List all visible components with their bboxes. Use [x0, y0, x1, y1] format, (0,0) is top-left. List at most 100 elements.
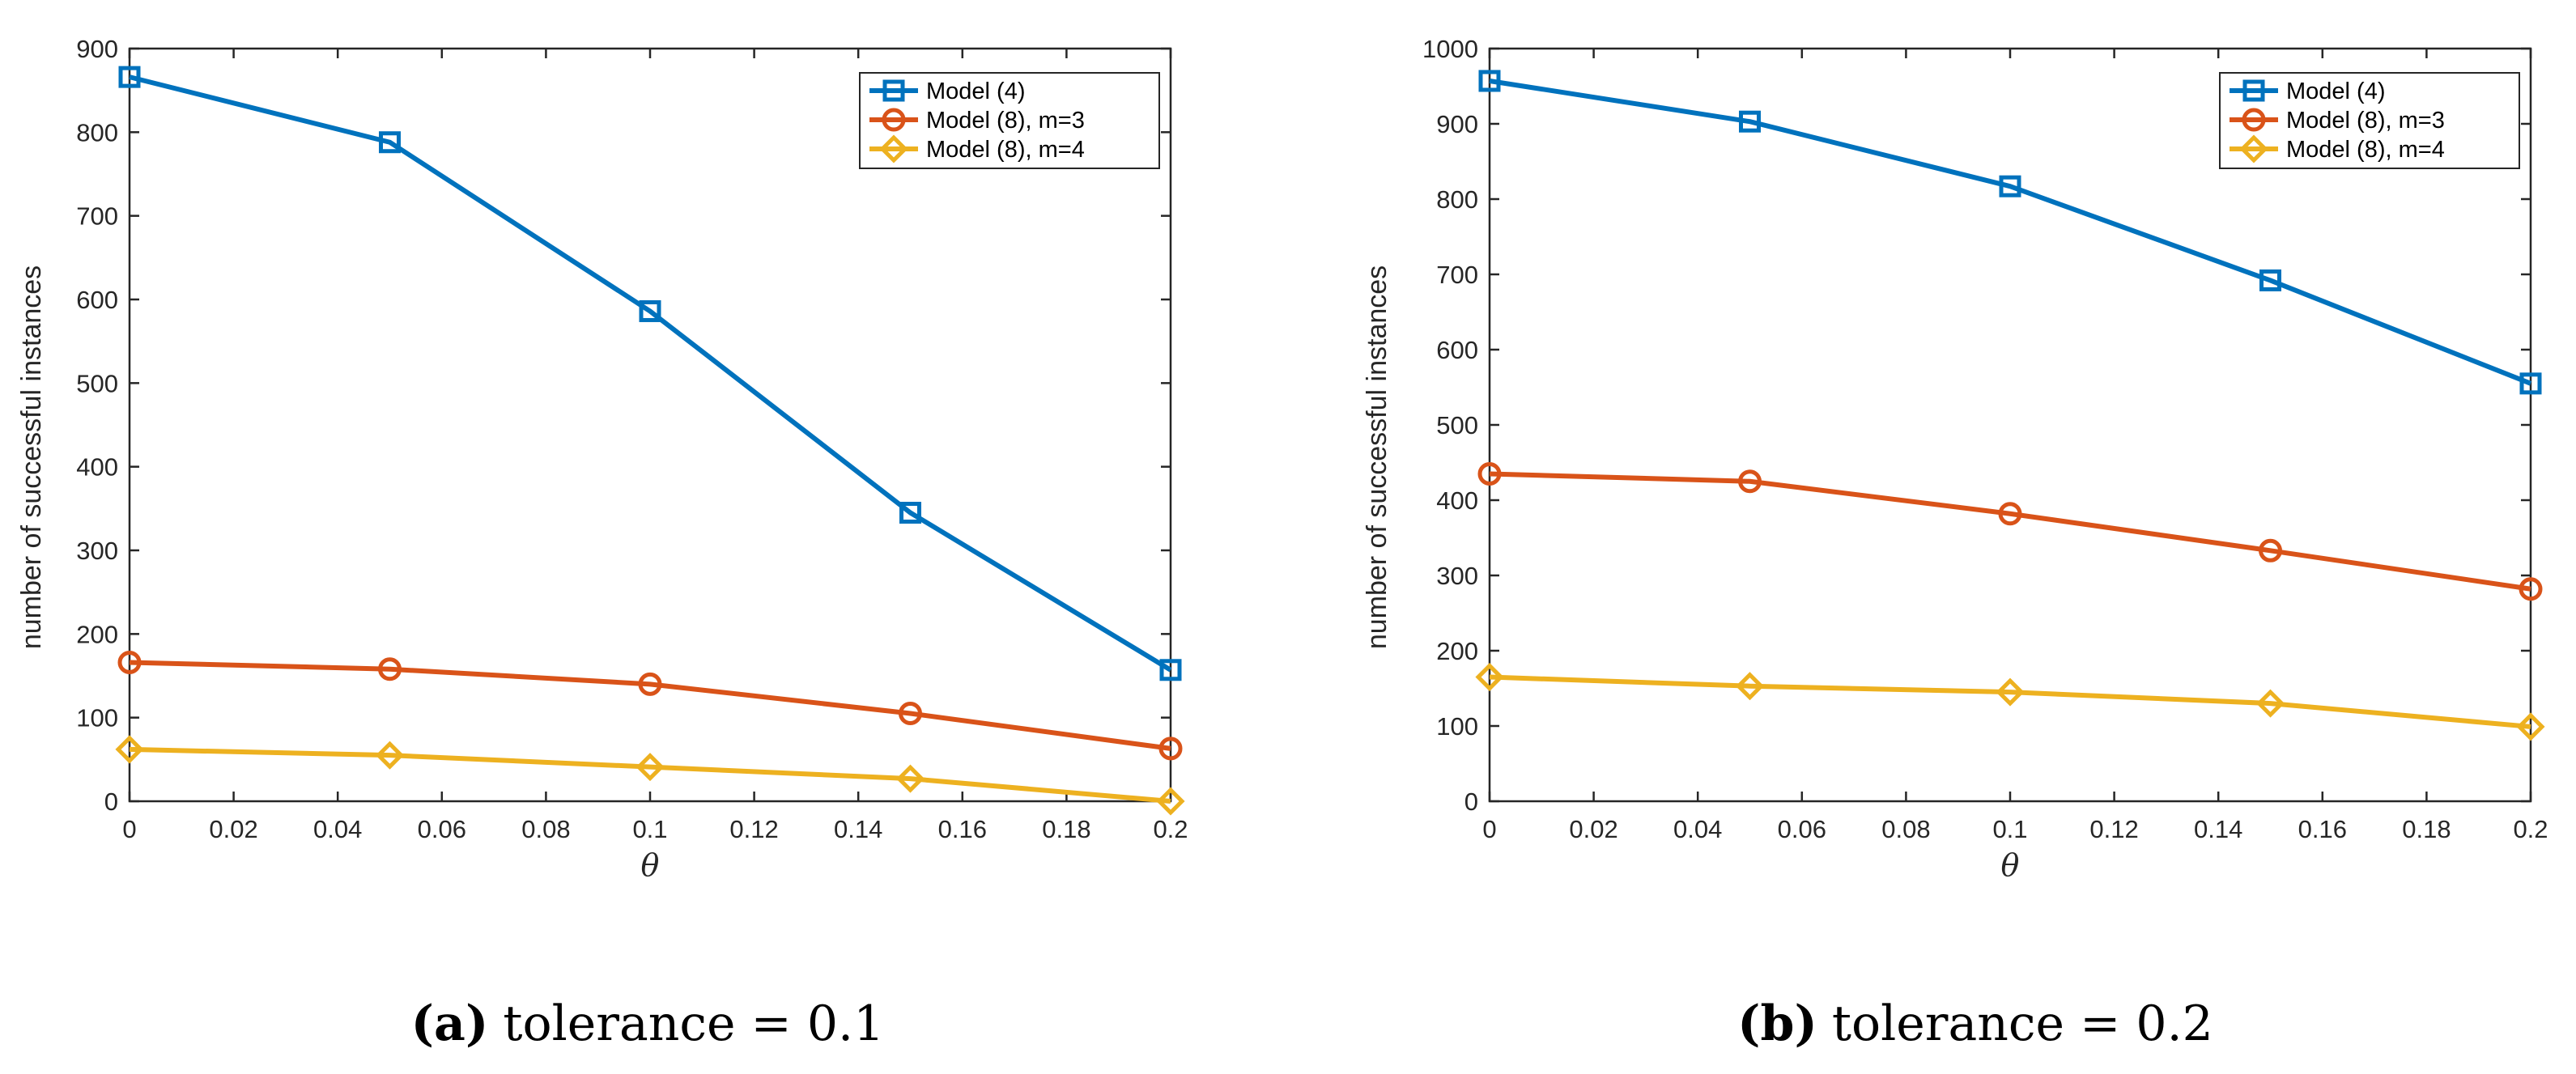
data-point	[635, 753, 665, 782]
x-tick-label: 0.08	[1881, 815, 1930, 843]
y-tick-label: 100	[1436, 712, 1478, 741]
data-point	[2259, 538, 2282, 562]
y-tick-label: 600	[1436, 336, 1478, 364]
y-axis-label: number of successful instances	[1362, 265, 1392, 649]
legend-entry: Model (4)	[926, 79, 1026, 104]
legend-entry: Model (4)	[2286, 79, 2386, 104]
legend-marker	[2242, 79, 2265, 102]
series-1	[1478, 70, 2542, 395]
x-tick-label: 0.2	[1153, 815, 1188, 843]
data-point	[2519, 372, 2542, 395]
data-point	[2259, 269, 2281, 291]
x-tick-label: 0.02	[209, 815, 257, 843]
data-point	[115, 735, 144, 764]
data-point	[899, 702, 922, 725]
x-tick-label: 0.06	[1778, 815, 1826, 843]
caption-text: tolerance = 0.1	[503, 995, 884, 1052]
data-point	[1996, 677, 2025, 707]
series-2	[117, 650, 1183, 761]
x-tick-label: 0.2	[2513, 815, 2548, 843]
y-tick-label: 900	[1436, 110, 1478, 138]
series-line	[1489, 674, 2531, 729]
series-1	[118, 66, 1182, 681]
legend: Model (4) Model (8), m=3 Model (8), m=4	[859, 72, 1160, 169]
y-tick-label: 0	[1464, 787, 1478, 816]
figure-caption: (a) tolerance = 0.1	[411, 995, 885, 1052]
y-tick-label: 400	[1436, 486, 1478, 515]
data-point	[1998, 502, 2022, 526]
y-tick-label: 400	[76, 453, 118, 482]
data-point	[639, 299, 661, 322]
y-tick-label: 1000	[1422, 35, 1478, 63]
legend-marker	[882, 79, 905, 102]
y-tick-label: 500	[1436, 411, 1478, 439]
data-point	[1158, 737, 1183, 761]
data-point	[118, 66, 141, 88]
x-tick-label: 0.04	[1673, 815, 1722, 843]
data-point	[1159, 659, 1182, 681]
data-point	[895, 764, 925, 793]
x-tick-label: 0.12	[2089, 815, 2138, 843]
legend-entry: Model (8), m=4	[2286, 137, 2445, 163]
data-point	[1739, 110, 1761, 133]
legend: Model (4) Model (8), m=3 Model (8), m=4	[2219, 72, 2520, 169]
caption-letter: (a)	[411, 995, 489, 1052]
y-tick-label: 800	[76, 118, 118, 146]
legend-marker	[879, 134, 908, 163]
y-tick-label: 300	[1436, 562, 1478, 590]
y-tick-label: 0	[104, 787, 118, 816]
data-point	[1477, 461, 1502, 486]
y-tick-label: 700	[1436, 261, 1478, 289]
data-point	[2516, 712, 2545, 741]
legend-entry: Model (8), m=4	[926, 137, 1085, 163]
series-line	[1489, 471, 2531, 592]
series-line	[1489, 79, 2532, 386]
x-tick-label: 0	[122, 815, 136, 843]
data-point	[117, 650, 142, 674]
series-line	[129, 746, 1171, 804]
x-axis-label: θ	[641, 847, 660, 883]
x-tick-label: 0.18	[1042, 815, 1090, 843]
y-tick-label: 300	[76, 537, 118, 565]
x-tick-label: 0.04	[313, 815, 362, 843]
x-tick-label: 0.1	[1992, 815, 2027, 843]
data-point	[1999, 175, 2021, 197]
x-tick-label: 0	[1482, 815, 1496, 843]
data-point	[379, 131, 401, 154]
series-3	[115, 735, 1185, 816]
data-point	[2255, 689, 2285, 718]
y-tick-label: 200	[76, 620, 118, 648]
chart-a: 0 0.02 0.04 0.06 0.08 0.1 0.12 0.14 0.16 0.18 0.2 0…	[16, 35, 1188, 1052]
legend-entry: Model (8), m=3	[926, 108, 1085, 134]
x-tick-label: 0.18	[2402, 815, 2451, 843]
series-2	[1477, 461, 2543, 601]
figure-caption: (b) tolerance = 0.2	[1737, 995, 2213, 1052]
legend-entry: Model (8), m=3	[2286, 108, 2445, 134]
data-point	[375, 741, 405, 770]
data-point	[1156, 787, 1185, 816]
x-tick-label: 0.1	[632, 815, 667, 843]
chart-b: 0 0.02 0.04 0.06 0.08 0.1 0.12 0.14 0.16 0.18 0.2 0…	[1362, 35, 2548, 1052]
y-tick-label: 600	[76, 286, 118, 314]
legend-marker	[882, 108, 906, 132]
data-point	[1738, 469, 1762, 494]
x-tick-label: 0.12	[729, 815, 778, 843]
caption-letter: (b)	[1737, 995, 1817, 1052]
x-axis-label: θ	[2001, 847, 2020, 883]
y-tick-label: 800	[1436, 185, 1478, 214]
legend-marker	[2239, 134, 2268, 163]
data-point	[2519, 577, 2543, 601]
x-tick-label: 0.14	[834, 815, 882, 843]
x-tick-label: 0.14	[2194, 815, 2242, 843]
y-tick-label: 200	[1436, 637, 1478, 665]
data-point	[1475, 663, 1504, 692]
y-tick-label: 100	[76, 704, 118, 732]
x-tick-label: 0.02	[1569, 815, 1617, 843]
caption-text: tolerance = 0.2	[1832, 995, 2213, 1052]
data-point	[1735, 672, 1765, 701]
x-tick-label: 0.08	[521, 815, 570, 843]
data-point	[899, 502, 921, 524]
y-tick-label: 900	[76, 35, 118, 63]
y-tick-label: 500	[76, 369, 118, 397]
